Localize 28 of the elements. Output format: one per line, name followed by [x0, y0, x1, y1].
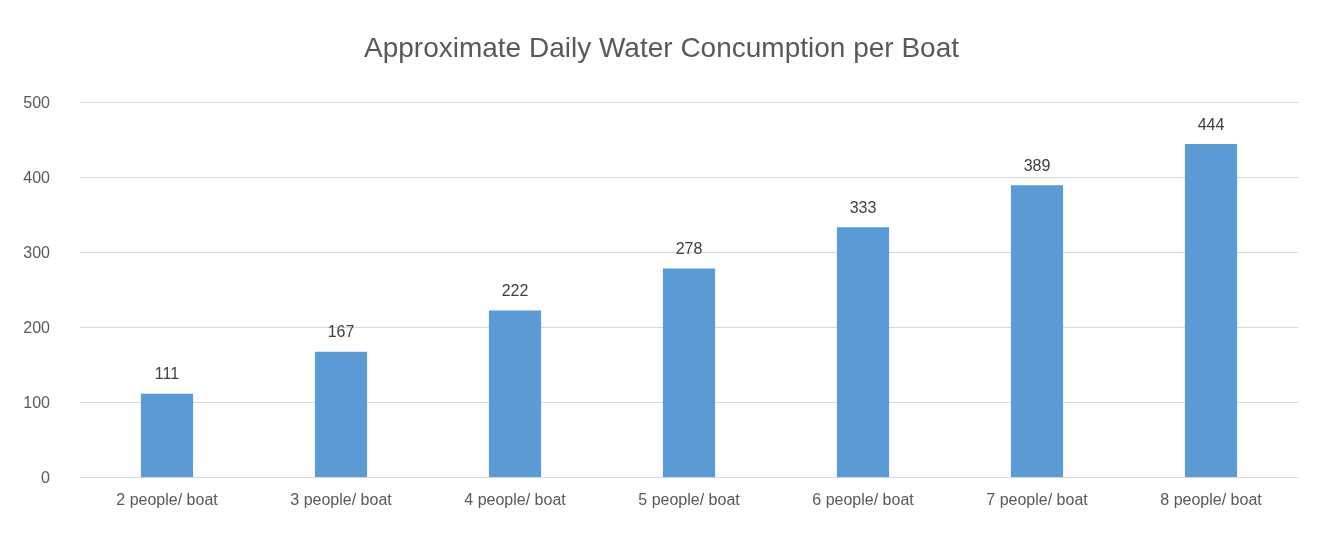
y-tick-label: 400 — [23, 168, 51, 186]
bar — [314, 351, 368, 477]
y-tick-label: 100 — [23, 393, 51, 411]
data-label: 333 — [849, 198, 877, 216]
x-tick-label: 8 people/ boat — [1160, 490, 1263, 508]
bar — [140, 393, 194, 477]
x-tick-label: 4 people/ boat — [464, 490, 567, 508]
data-label: 167 — [327, 323, 355, 341]
data-label: 111 — [154, 365, 180, 383]
y-tick-label: 300 — [23, 243, 51, 261]
x-tick-label: 5 people/ boat — [638, 490, 741, 508]
data-label: 444 — [1197, 115, 1225, 133]
data-label: 222 — [501, 282, 529, 299]
y-tick-label: 500 — [23, 93, 51, 111]
bar — [1010, 185, 1064, 477]
x-tick-label: 2 people/ boat — [116, 490, 219, 508]
data-label: 389 — [1023, 156, 1051, 174]
x-tick-label: 7 people/ boat — [986, 490, 1089, 508]
chart-title: Approximate Daily Water Concumption per Boat — [364, 31, 960, 63]
data-label: 278 — [675, 240, 703, 257]
x-tick-label: 3 people/ boat — [290, 490, 393, 508]
x-tick-label: 6 people/ boat — [812, 490, 915, 508]
bar — [1184, 144, 1238, 477]
bar — [836, 227, 890, 477]
y-tick-label: 200 — [23, 318, 51, 336]
bar — [488, 310, 542, 477]
bar — [662, 268, 716, 477]
y-tick-label: 0 — [41, 468, 51, 486]
